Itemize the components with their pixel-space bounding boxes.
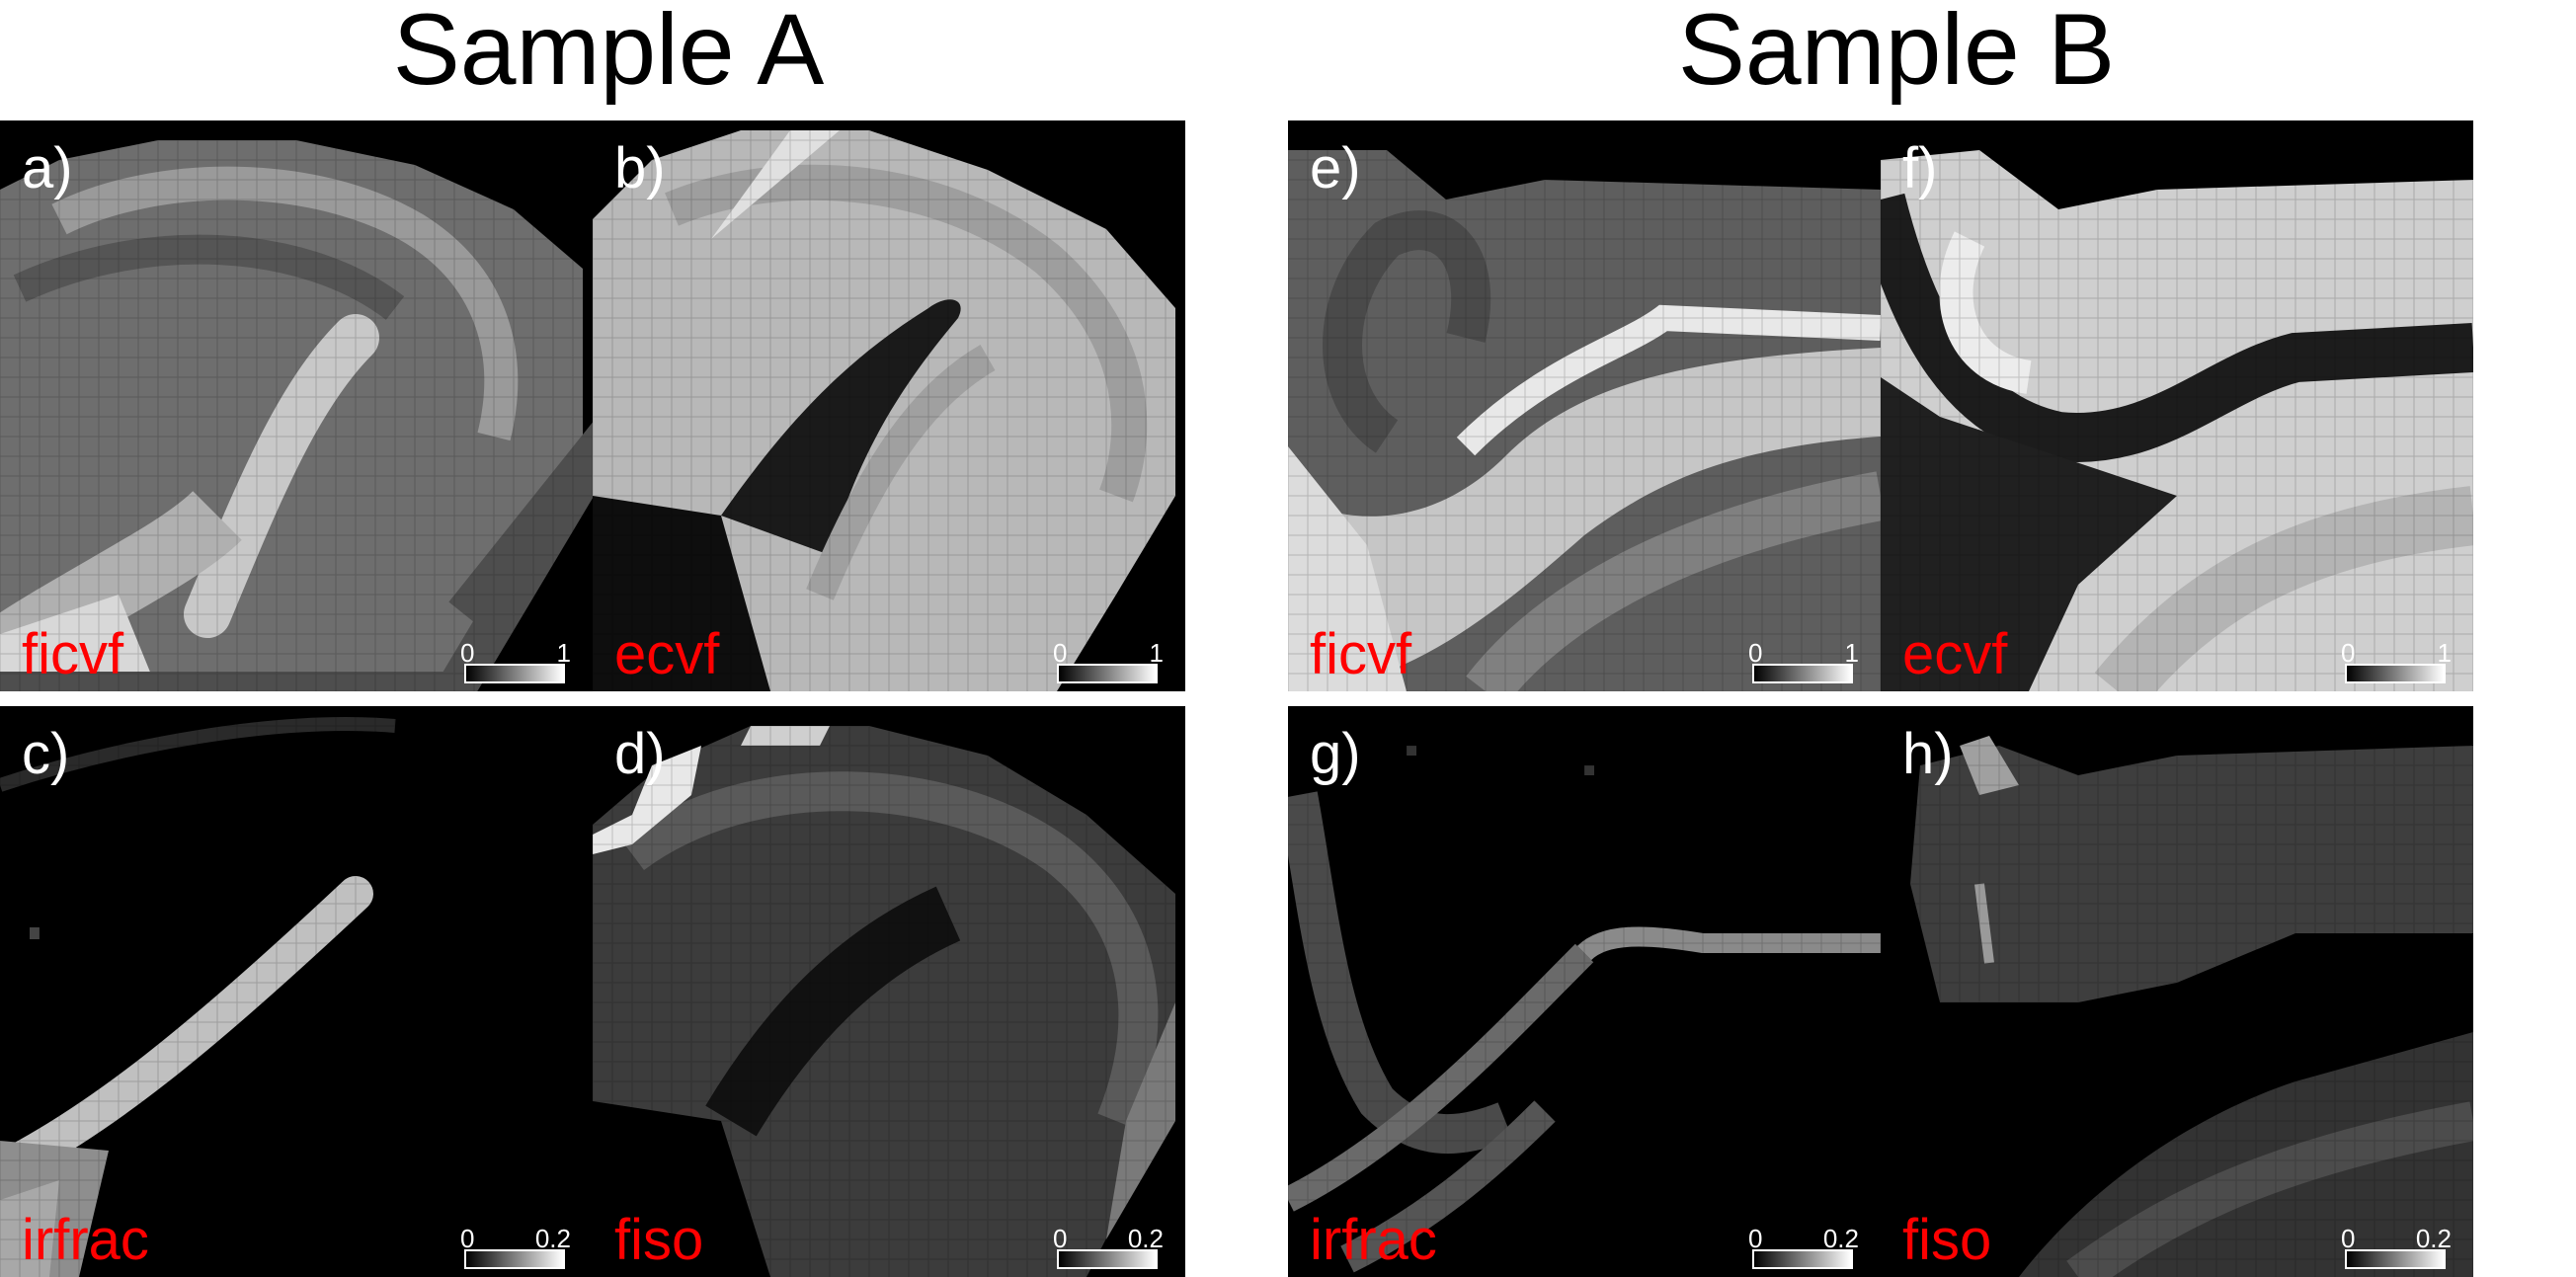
colorbar-max: 1 — [1149, 638, 1164, 668]
colorbar-min: 0 — [1748, 638, 1763, 668]
panel-d-image — [593, 706, 1185, 1277]
colorbar-max: 1 — [1844, 638, 1859, 668]
colorbar-max: 0.2 — [2415, 1224, 2452, 1253]
panel-e-letter: e) — [1310, 136, 1361, 200]
colorbar-gradient — [1057, 664, 1158, 683]
panel-g-irfrac: g) irfrac 0 0.2 — [1288, 706, 1881, 1277]
colorbar-max: 0.2 — [534, 1224, 571, 1253]
colorbar-min: 0 — [1748, 1224, 1763, 1253]
colorbar-min: 0 — [2341, 1224, 2356, 1253]
panel-a-letter: a) — [22, 136, 73, 200]
panel-c-colorbar: 0 0.2 — [460, 1224, 571, 1269]
panel-f-metric-label: ecvf — [1902, 622, 2008, 686]
colorbar-gradient — [2345, 664, 2446, 683]
panel-e-metric-label: ficvf — [1310, 622, 1412, 686]
panel-d-fiso: d) fiso 0 0.2 — [593, 706, 1185, 1277]
colorbar-min: 0 — [460, 1224, 475, 1253]
colorbar-max: 0.2 — [1127, 1224, 1164, 1253]
colorbar-gradient — [1057, 1249, 1158, 1269]
panel-h-fiso: h) fiso 0 0.2 — [1881, 706, 2473, 1277]
panel-g-image — [1288, 706, 1881, 1277]
panel-c-irfrac: c) irfrac 0 0.2 — [0, 706, 593, 1277]
sample-b-title: Sample B — [1677, 0, 2116, 106]
panel-h-metric-label: fiso — [1902, 1208, 1992, 1272]
colorbar-min: 0 — [460, 638, 475, 668]
panel-c-image — [0, 706, 593, 1277]
panel-a-image — [0, 120, 593, 691]
sample-a-title: Sample A — [392, 0, 825, 106]
panel-c-metric-label: irfrac — [22, 1208, 149, 1272]
panel-a-metric-label: ficvf — [22, 622, 124, 686]
colorbar-min: 0 — [1053, 1224, 1068, 1253]
panel-b-metric-label: ecvf — [614, 622, 720, 686]
panel-b-letter: b) — [614, 136, 666, 200]
panel-h-letter: h) — [1902, 722, 1954, 786]
panel-d-letter: d) — [614, 722, 666, 786]
panel-g-letter: g) — [1310, 722, 1361, 786]
panel-g-colorbar: 0 0.2 — [1748, 1224, 1859, 1269]
colorbar-gradient — [1752, 1249, 1853, 1269]
colorbar-gradient — [464, 664, 565, 683]
colorbar-min: 0 — [2341, 638, 2356, 668]
colorbar-min: 0 — [1053, 638, 1068, 668]
colorbar-max: 1 — [556, 638, 571, 668]
panel-g-metric-label: irfrac — [1310, 1208, 1437, 1272]
panel-f-letter: f) — [1902, 136, 1938, 200]
panel-b-image — [593, 120, 1185, 691]
colorbar-max: 1 — [2437, 638, 2452, 668]
panel-d-colorbar: 0 0.2 — [1053, 1224, 1164, 1269]
colorbar-gradient — [1752, 664, 1853, 683]
colorbar-max: 0.2 — [1822, 1224, 1859, 1253]
panel-d-metric-label: fiso — [614, 1208, 704, 1272]
panel-f-image — [1881, 120, 2473, 691]
panel-c-letter: c) — [22, 722, 70, 786]
panel-h-colorbar: 0 0.2 — [2341, 1224, 2452, 1269]
colorbar-gradient — [464, 1249, 565, 1269]
colorbar-gradient — [2345, 1249, 2446, 1269]
panel-h-image — [1881, 706, 2473, 1277]
panel-e-image — [1288, 120, 1881, 691]
